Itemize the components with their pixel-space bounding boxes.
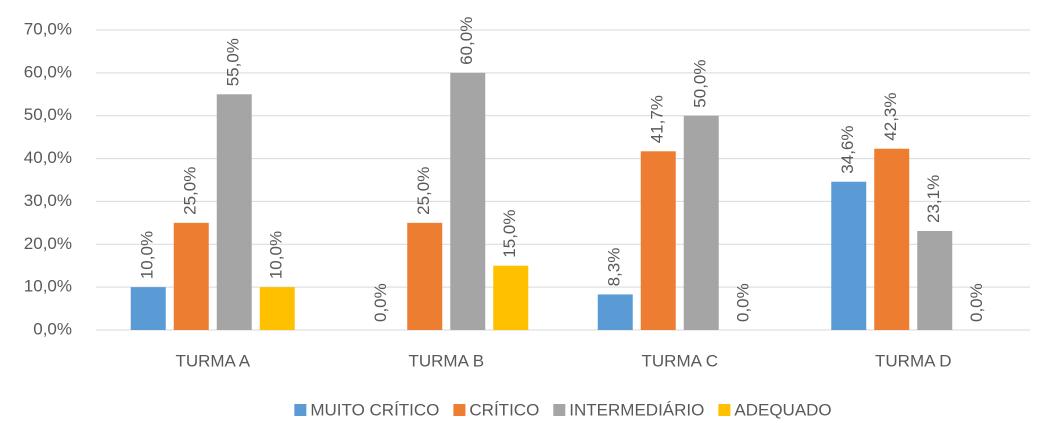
data-label: 34,6% [838, 126, 857, 174]
data-label: 60,0% [457, 17, 476, 65]
data-label: 8,3% [605, 248, 624, 287]
bar [493, 265, 529, 330]
y-tick-label: 40,0% [24, 148, 72, 167]
data-label: 50,0% [691, 60, 710, 108]
bar [640, 151, 676, 330]
bar [130, 287, 166, 330]
y-tick-label: 30,0% [24, 191, 72, 210]
bar [450, 72, 486, 330]
legend-label: ADEQUADO [734, 400, 831, 419]
legend-label: INTERMEDIÁRIO [569, 400, 704, 419]
data-label: 42,3% [881, 93, 900, 141]
y-tick-label: 10,0% [24, 277, 72, 296]
legend-label: CRÍTICO [469, 400, 539, 419]
data-label: 0,0% [371, 283, 390, 322]
x-tick-label: TURMA A [175, 351, 250, 370]
bar [683, 115, 719, 330]
data-label: 25,0% [181, 167, 200, 215]
data-label: 10,0% [138, 231, 157, 279]
bar [173, 222, 209, 330]
data-label: 0,0% [734, 283, 753, 322]
bar [874, 148, 910, 330]
legend-swatch [453, 404, 466, 416]
legend-label: MUITO CRÍTICO [310, 400, 439, 419]
bar [831, 181, 867, 330]
data-label: 55,0% [224, 38, 243, 86]
legend-swatch [553, 404, 566, 416]
data-label: 23,1% [924, 175, 943, 223]
bar [259, 287, 295, 330]
bar [216, 94, 252, 331]
data-label: 41,7% [648, 95, 667, 143]
x-tick-label: TURMA B [408, 351, 484, 370]
y-tick-label: 60,0% [24, 62, 72, 81]
data-label: 15,0% [500, 210, 519, 258]
y-tick-label: 50,0% [24, 105, 72, 124]
x-tick-label: TURMA D [875, 351, 952, 370]
data-label: 0,0% [967, 283, 986, 322]
legend-swatch [294, 404, 307, 416]
y-tick-label: 70,0% [24, 19, 72, 38]
data-label: 10,0% [267, 231, 286, 279]
bar [917, 231, 953, 330]
y-tick-label: 20,0% [24, 234, 72, 253]
x-tick-label: TURMA C [642, 351, 719, 370]
data-label: 25,0% [414, 167, 433, 215]
y-tick-label: 0,0% [33, 319, 72, 338]
bar [597, 294, 633, 330]
bar [407, 222, 443, 330]
legend-swatch [718, 404, 731, 416]
